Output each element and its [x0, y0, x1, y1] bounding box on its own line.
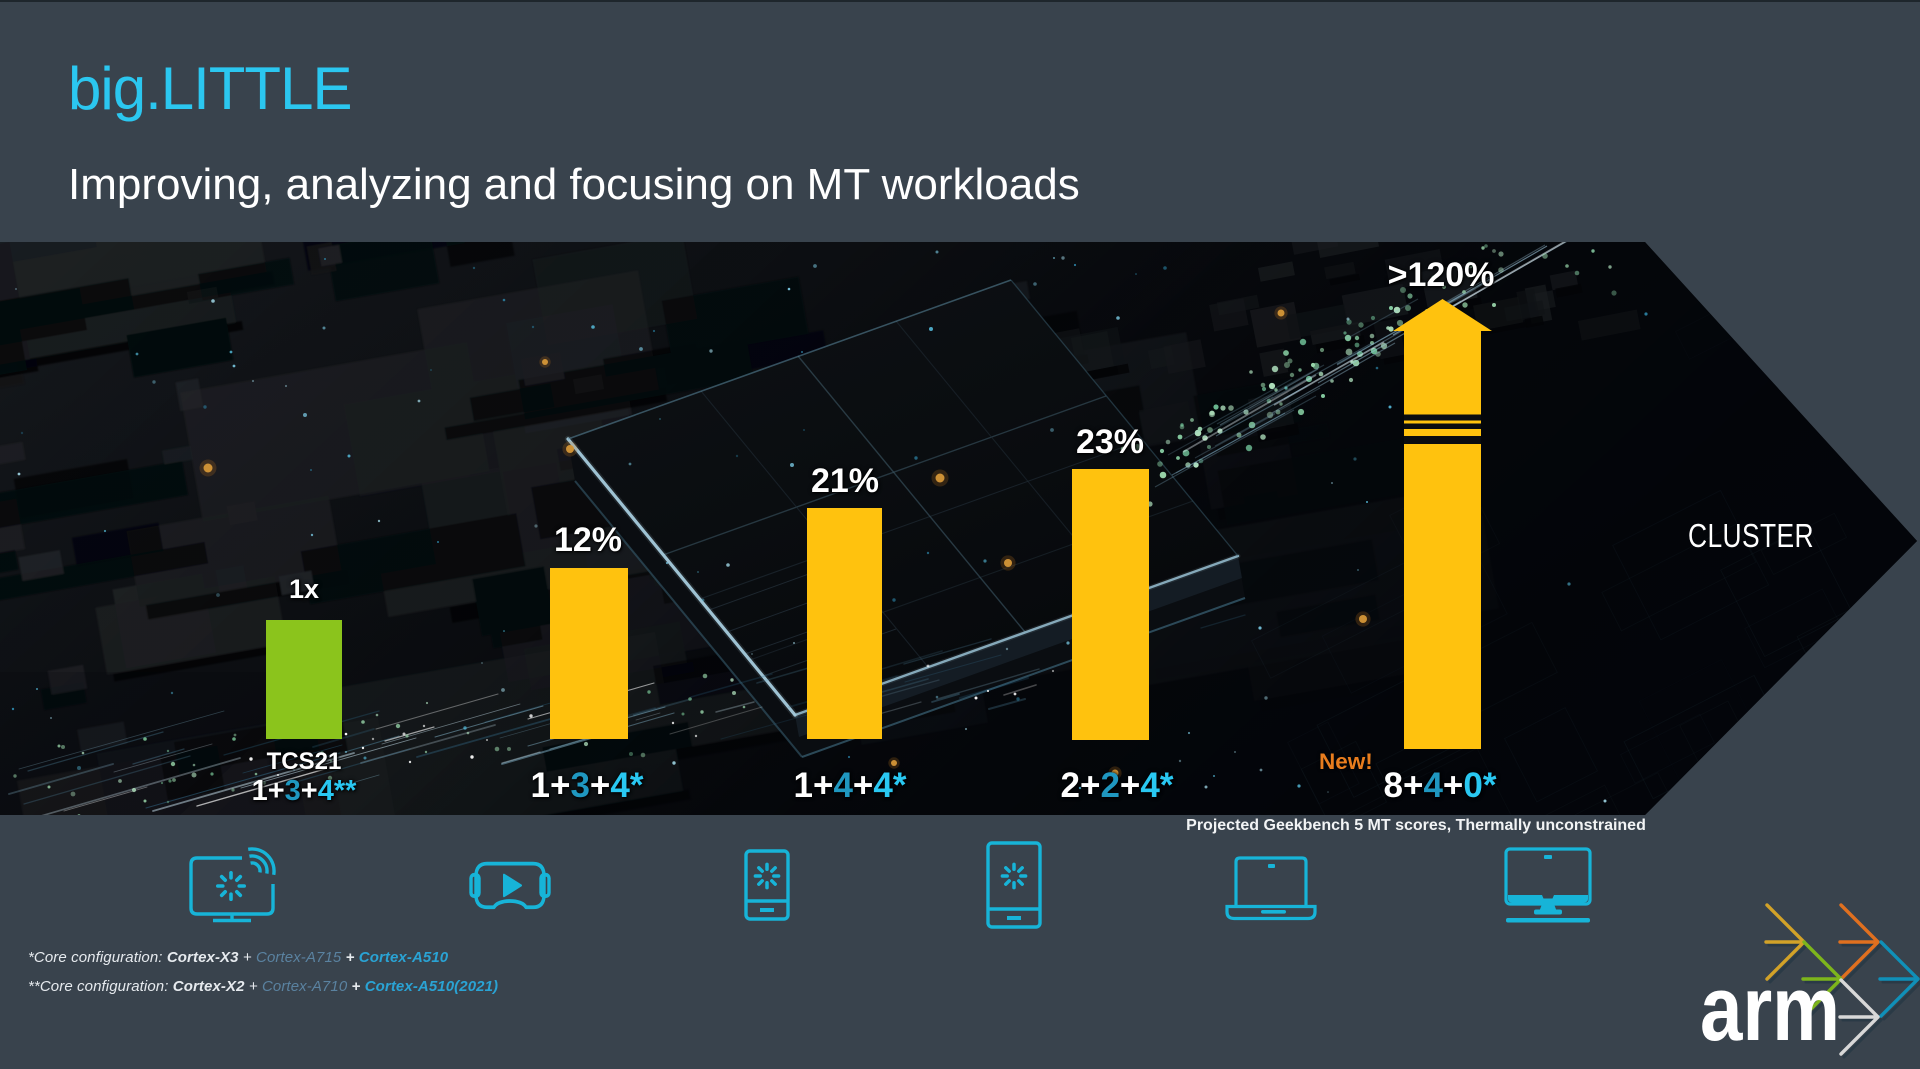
svg-text:arm: arm: [1700, 958, 1840, 1060]
